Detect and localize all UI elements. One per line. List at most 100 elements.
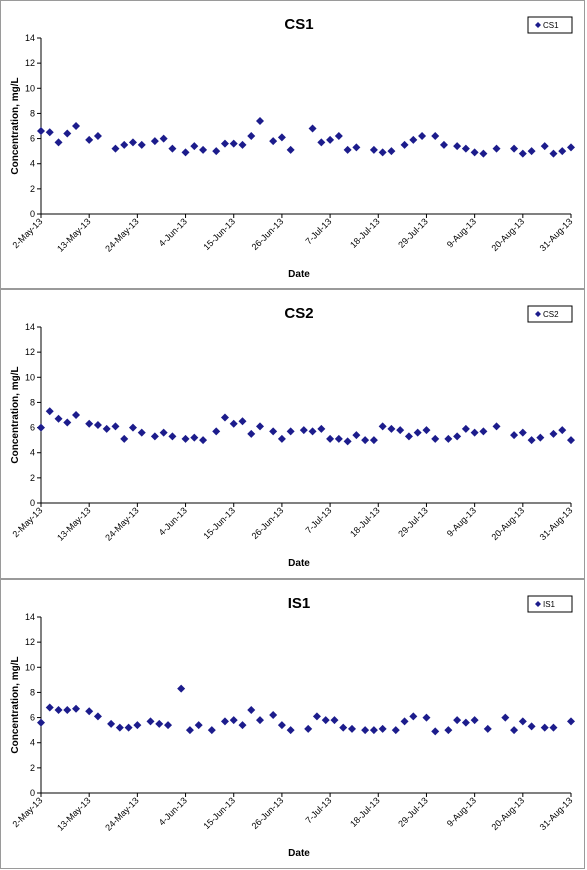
data-point — [431, 727, 440, 736]
data-point — [93, 712, 102, 721]
data-point — [190, 142, 199, 151]
data-point — [220, 717, 229, 726]
data-point — [111, 422, 120, 431]
data-point — [45, 128, 54, 137]
data-point — [387, 147, 396, 156]
y-tick-label: 12 — [25, 637, 35, 647]
data-point — [45, 407, 54, 416]
legend-label: IS1 — [543, 600, 556, 609]
data-point — [518, 149, 527, 158]
data-point — [207, 726, 216, 735]
data-point — [461, 424, 470, 433]
data-point — [185, 726, 194, 735]
data-point — [558, 426, 567, 435]
x-tick-label: 13-May-13 — [55, 795, 92, 832]
data-point — [413, 428, 422, 437]
y-tick-label: 2 — [30, 763, 35, 773]
x-tick-label: 31-Aug-13 — [538, 216, 575, 253]
x-tick-label: 7-Jul-13 — [303, 505, 333, 535]
y-tick-label: 12 — [25, 58, 35, 68]
data-point — [304, 724, 313, 733]
data-point — [128, 423, 137, 432]
data-point — [229, 716, 238, 725]
legend-label: CS1 — [543, 21, 559, 30]
data-point — [330, 716, 339, 725]
data-point — [115, 723, 124, 732]
data-point — [168, 432, 177, 441]
data-point — [269, 711, 278, 720]
data-point — [128, 138, 137, 147]
data-point — [159, 134, 168, 143]
data-point — [343, 437, 352, 446]
data-point — [326, 135, 335, 144]
y-tick-label: 14 — [25, 33, 35, 43]
data-point — [238, 417, 247, 426]
data-point — [120, 434, 129, 443]
data-point — [326, 434, 335, 443]
x-tick-label: 13-May-13 — [55, 505, 92, 542]
data-point — [567, 717, 575, 726]
data-point — [444, 434, 453, 443]
data-point — [199, 436, 208, 445]
data-point — [181, 434, 190, 443]
y-axis-label: Concentration, mg/L — [10, 77, 21, 174]
data-point — [256, 116, 265, 125]
data-point — [378, 148, 387, 157]
data-point — [317, 424, 326, 433]
data-point — [111, 144, 120, 153]
data-point — [518, 717, 527, 726]
chart-cs1: CS1 0 2 4 6 8 10 12 14 2-May-13 13-May-13 24-May-13… — [10, 16, 575, 280]
data-point — [247, 132, 256, 141]
y-tick-label: 12 — [25, 347, 35, 357]
y-tick-label: 10 — [25, 372, 35, 382]
data-point — [269, 137, 278, 146]
x-tick-label: 29-Jul-13 — [396, 505, 430, 539]
y-tick-label: 10 — [25, 662, 35, 672]
legend-box — [527, 305, 573, 323]
data-point — [409, 135, 418, 144]
data-point — [540, 723, 549, 732]
data-point — [567, 143, 575, 152]
data-point — [510, 726, 519, 735]
data-point — [527, 436, 536, 445]
data-point — [518, 428, 527, 437]
data-point — [286, 726, 295, 735]
chart-panel-cs2: CS2 0 2 4 6 8 10 12 14 2-May-13 13-May-13 24-May-13… — [0, 289, 585, 579]
data-point — [453, 142, 462, 151]
data-point — [422, 713, 431, 722]
y-tick-label: 6 — [30, 423, 35, 433]
y-tick-label: 8 — [30, 397, 35, 407]
y-tick-label: 2 — [30, 473, 35, 483]
data-point — [418, 132, 427, 141]
data-point — [369, 145, 378, 154]
y-tick-label: 0 — [30, 788, 35, 798]
y-tick-label: 14 — [25, 322, 35, 332]
data-point — [334, 132, 343, 141]
data-point — [54, 138, 63, 147]
data-point — [85, 707, 94, 716]
data-point — [168, 144, 177, 153]
x-tick-label: 7-Jul-13 — [303, 795, 333, 825]
legend-marker — [535, 22, 541, 28]
x-tick-label: 4-Jun-13 — [157, 216, 189, 248]
data-point — [150, 432, 159, 441]
data-point — [72, 704, 81, 713]
data-point — [299, 426, 308, 435]
x-axis-label: Date — [288, 848, 310, 859]
data-point — [37, 127, 45, 136]
data-point — [479, 427, 488, 436]
y-tick-label: 4 — [30, 159, 35, 169]
data-point — [549, 149, 558, 158]
data-point — [567, 436, 575, 445]
x-tick-label: 18-Jul-13 — [348, 795, 382, 829]
data-point — [549, 723, 558, 732]
data-point — [63, 129, 72, 138]
y-tick-label: 0 — [30, 498, 35, 508]
data-point — [483, 724, 492, 733]
data-point — [277, 434, 286, 443]
data-point — [431, 434, 440, 443]
legend-label: CS2 — [543, 310, 559, 319]
data-point — [391, 726, 400, 735]
data-point — [431, 132, 440, 141]
data-point — [461, 144, 470, 153]
